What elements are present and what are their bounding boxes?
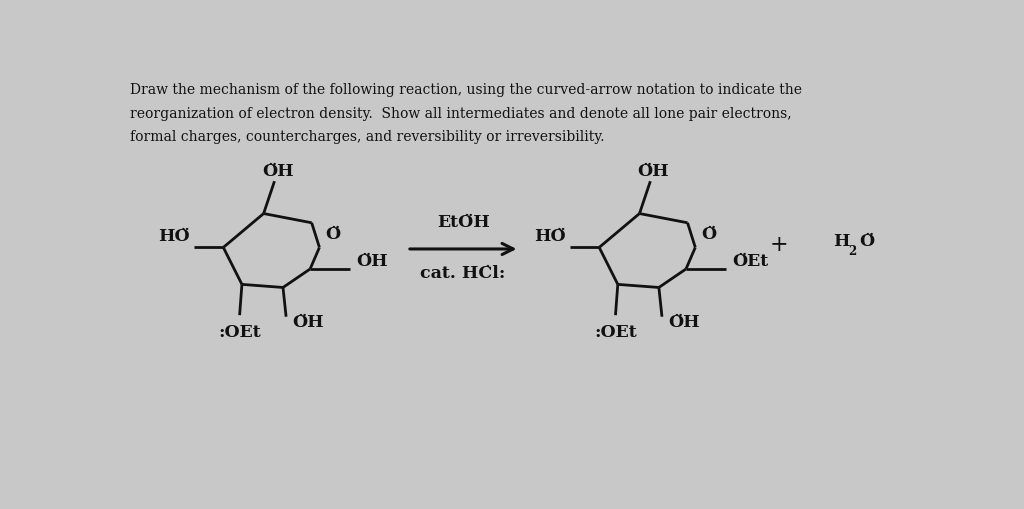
Text: :OEt: :OEt [218,324,261,341]
Text: cat. HĊl:: cat. HĊl: [421,265,506,282]
Text: formal charges, countercharges, and reversibility or irreversibility.: formal charges, countercharges, and reve… [130,130,604,144]
Text: ÖH: ÖH [638,163,670,180]
Text: HÖ: HÖ [535,228,566,245]
Text: Draw the mechanism of the following reaction, using the curved-arrow notation to: Draw the mechanism of the following reac… [130,83,802,97]
Text: HÖ: HÖ [159,228,190,245]
Text: Ö: Ö [326,226,341,243]
Text: ÖEt: ÖEt [732,253,769,270]
Text: ÖH: ÖH [669,315,699,331]
Text: 2: 2 [848,245,856,258]
Text: ÖH: ÖH [292,315,324,331]
Text: Ö: Ö [859,233,874,250]
Text: ÖH: ÖH [262,163,294,180]
Text: EtÖH: EtÖH [437,213,489,231]
Text: reorganization of electron density.  Show all intermediates and denote all lone : reorganization of electron density. Show… [130,106,792,121]
Text: H: H [834,233,850,250]
Text: ÖH: ÖH [356,253,388,270]
Text: Ö: Ö [701,226,717,243]
Text: +: + [770,234,788,256]
Text: :OEt: :OEt [594,324,637,341]
